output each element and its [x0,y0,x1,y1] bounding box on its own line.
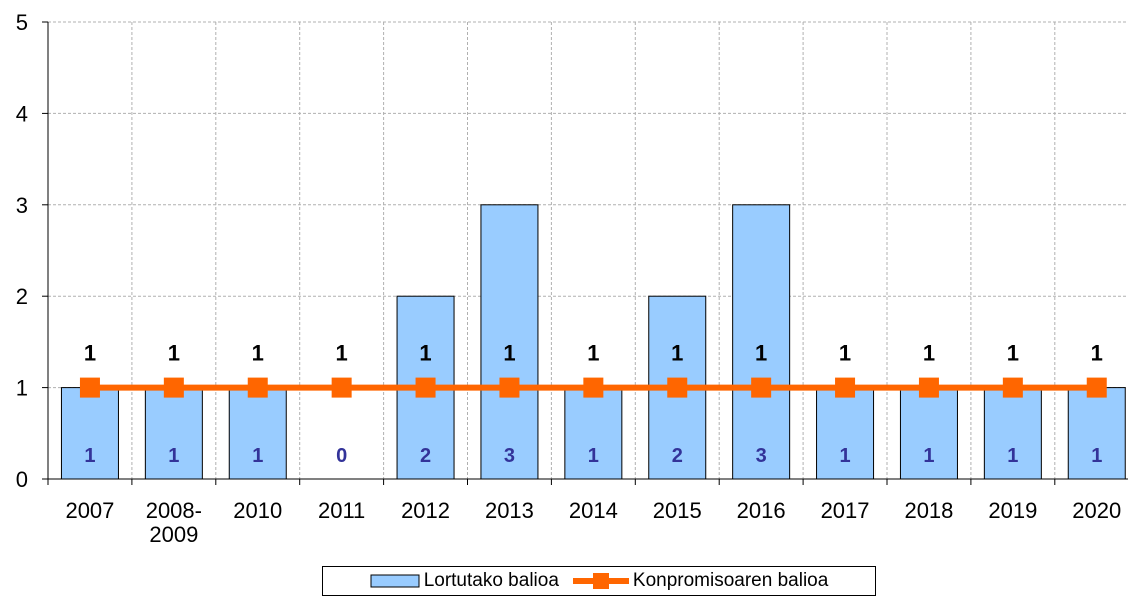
bar-value-label: 1 [1091,445,1102,467]
line-value-label: 1 [839,341,851,366]
x-tick-label: 2018 [904,498,954,523]
line-marker [918,377,939,398]
bar-value-label: 1 [588,445,599,467]
line-value-label: 1 [336,341,348,366]
line-value-label: 1 [419,341,431,366]
legend-swatch [370,574,420,588]
bar [1067,387,1126,480]
y-tick-label: 4 [16,101,28,126]
line-marker [835,377,856,398]
bar [899,387,958,480]
line-marker [667,377,688,398]
x-tick-label: 2019 [988,498,1038,523]
x-tick-label: 2011 [317,498,366,523]
x-tick-label: 2017 [820,498,870,523]
legend-label: Lortutako balioa [423,570,559,591]
line-value-label: 1 [755,341,767,366]
bar [732,204,791,480]
line-marker [331,377,352,398]
bar [60,387,119,480]
bar-value-label: 1 [923,445,934,467]
x-tick-label: 2014 [568,498,618,523]
x-tick-label: 2015 [652,498,702,523]
bar [144,387,203,480]
y-tick-label: 5 [16,10,28,35]
line-value-label: 1 [1007,341,1019,366]
line-marker [751,377,772,398]
bar [564,387,623,480]
line-value-label: 1 [84,341,96,366]
x-tick-label: 2008-2009 [145,498,202,547]
line-value-label: 1 [671,341,683,366]
bar [228,387,287,480]
line-marker [1002,377,1023,398]
x-tick-label: 2010 [233,498,283,523]
bar [480,204,539,480]
bar-value-label: 1 [252,445,263,467]
x-tick-label: 2016 [736,498,786,523]
line-value-label: 1 [923,341,935,366]
x-tick-label: 2013 [484,498,534,523]
x-tick-label: 2012 [401,498,451,523]
legend-label: Konpromisoaren balioa [632,570,829,591]
bar-value-label: 0 [336,445,347,467]
bar-value-label: 1 [168,445,179,467]
legend-item: Konpromisoaren balioa [572,570,829,592]
bar-value-label: 1 [1007,445,1018,467]
bar [983,387,1042,480]
bar-value-label: 3 [756,445,767,467]
legend-swatch [572,573,629,589]
line-marker [583,377,604,398]
y-tick-label: 0 [16,467,28,492]
line-marker [163,377,184,398]
bar-value-label: 2 [672,445,683,467]
line-value-label: 1 [168,341,180,366]
bar-value-label: 3 [504,445,515,467]
x-tick-label: 2020 [1072,498,1122,523]
line-value-label: 1 [252,341,264,366]
legend-item: Lortutako balioa [370,570,559,592]
line-marker [79,377,100,398]
legend: Lortutako balioa Konpromisoaren balioa [322,566,876,596]
line-value-label: 1 [1091,341,1103,366]
line-marker [247,377,268,398]
bar-value-label: 1 [839,445,850,467]
line-value-label: 1 [503,341,515,366]
y-tick-label: 2 [16,284,28,309]
y-tick-label: 3 [16,193,28,218]
line-value-label: 1 [587,341,599,366]
bar-value-label: 2 [420,445,431,467]
x-tick-label: 2007 [65,498,115,523]
bar-value-label: 1 [84,445,95,467]
y-tick-label: 1 [16,376,28,401]
line-marker [415,377,436,398]
line-marker [499,377,520,398]
line-marker [1086,377,1107,398]
